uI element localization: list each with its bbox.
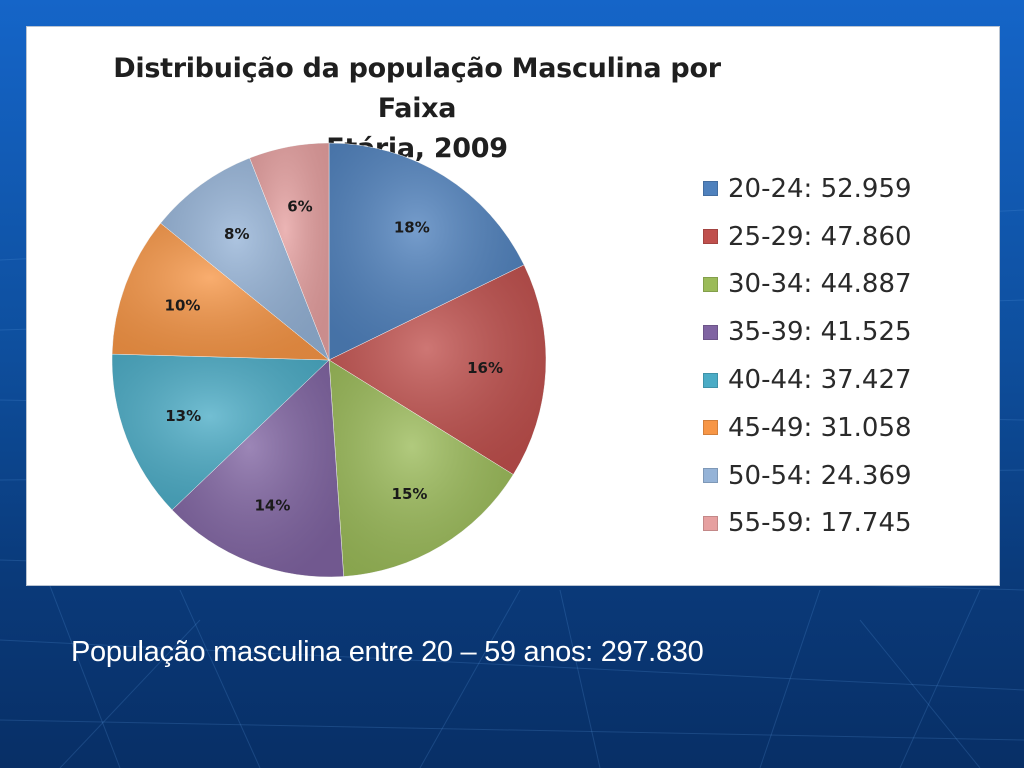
legend-label-25-29: 25-29: 47.860	[728, 221, 912, 252]
legend-item-25-29: 25-29: 47.860	[703, 213, 912, 261]
legend-item-45-49: 45-49: 31.058	[703, 404, 912, 452]
chart-title-line-1: Distribuição da população Masculina por …	[113, 53, 721, 124]
legend-label-55-59: 55-59: 17.745	[728, 508, 912, 539]
legend-label-30-34: 30-34: 44.887	[728, 269, 912, 300]
legend-item-50-54: 50-54: 24.369	[703, 452, 912, 500]
legend-swatch-35-39	[703, 324, 718, 340]
legend-swatch-20-24	[703, 181, 718, 197]
pie-label-45-49: 10%	[165, 297, 201, 315]
legend-item-55-59: 55-59: 17.745	[703, 500, 912, 548]
legend-item-35-39: 35-39: 41.525	[703, 308, 912, 356]
legend-swatch-55-59	[703, 515, 718, 531]
legend-swatch-45-49	[703, 420, 718, 436]
pie-label-25-29: 16%	[467, 359, 503, 377]
legend-label-35-39: 35-39: 41.525	[728, 317, 912, 348]
legend-label-40-44: 40-44: 37.427	[728, 365, 912, 396]
legend-label-50-54: 50-54: 24.369	[728, 460, 912, 491]
pie-label-20-24: 18%	[394, 219, 430, 237]
legend-item-20-24: 20-24: 52.959	[703, 165, 912, 213]
pie-label-30-34: 15%	[392, 485, 428, 503]
legend-swatch-25-29	[703, 229, 718, 245]
chart-legend: 20-24: 52.959 25-29: 47.860 30-34: 44.887 3…	[703, 165, 912, 547]
legend-label-45-49: 45-49: 31.058	[728, 412, 912, 443]
legend-item-40-44: 40-44: 37.427	[703, 356, 912, 404]
chart-panel: Distribuição da população Masculina por …	[26, 26, 1000, 586]
legend-item-30-34: 30-34: 44.887	[703, 261, 912, 309]
legend-swatch-30-34	[703, 276, 718, 292]
pie-label-50-54: 8%	[224, 225, 249, 243]
total-caption: População masculina entre 20 – 59 anos: …	[71, 636, 704, 668]
pie-label-40-44: 13%	[165, 407, 201, 425]
pie-label-35-39: 14%	[255, 497, 291, 515]
legend-label-20-24: 20-24: 52.959	[728, 173, 912, 204]
legend-swatch-50-54	[703, 468, 718, 484]
pie-label-55-59: 6%	[287, 197, 312, 215]
legend-swatch-40-44	[703, 372, 718, 388]
